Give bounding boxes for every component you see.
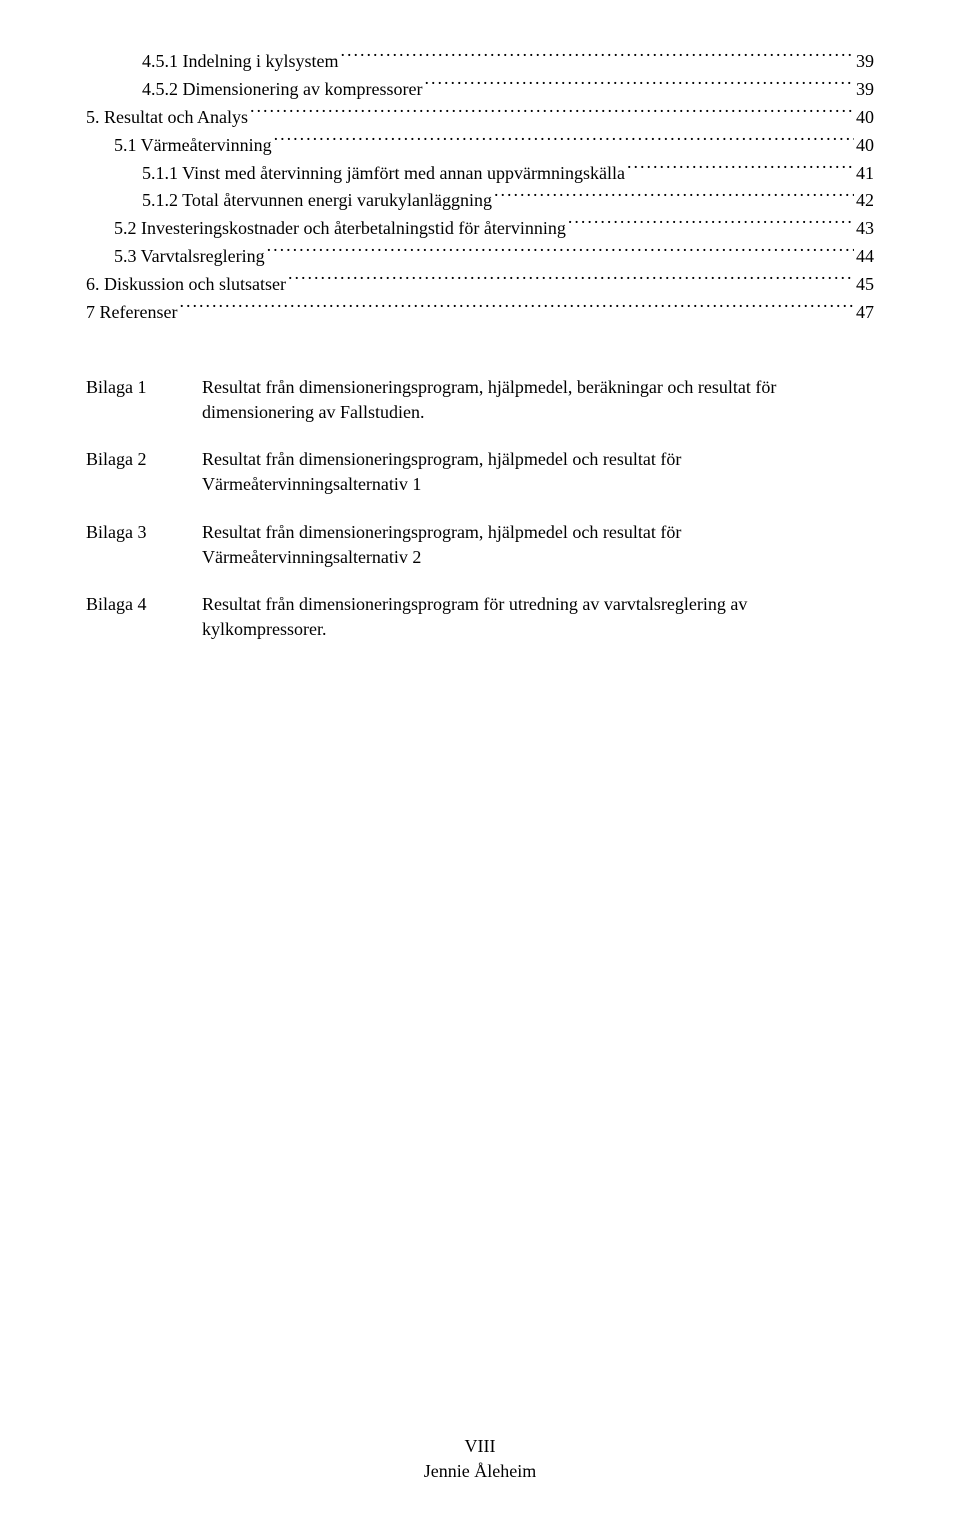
author-name: Jennie Åleheim (0, 1459, 960, 1483)
appendix-label: Bilaga 2 (86, 447, 202, 497)
toc-entry-text: 5.1 Värmeåtervinning (86, 132, 272, 160)
toc-entry-text: 5. Resultat och Analys (86, 104, 248, 132)
toc-entry-text: 7 Referenser (86, 299, 177, 327)
appendix-label: Bilaga 3 (86, 520, 202, 570)
toc-entry: 5. Resultat och Analys 40 (86, 104, 874, 132)
appendix-description: Resultat från dimensioneringsprogram för… (202, 592, 874, 642)
appendix-item: Bilaga 1 Resultat från dimensioneringspr… (86, 375, 874, 425)
toc-entry: 4.5.2 Dimensionering av kompressorer 39 (86, 76, 874, 104)
toc-entry: 5.2 Investeringskostnader och återbetaln… (86, 215, 874, 243)
appendix-item: Bilaga 2 Resultat från dimensioneringspr… (86, 447, 874, 497)
toc-leader (250, 105, 854, 123)
toc-entry: 7 Referenser 47 (86, 299, 874, 327)
appendix-item: Bilaga 3 Resultat från dimensioneringspr… (86, 520, 874, 570)
toc-entry-page: 43 (856, 215, 874, 243)
toc-entry-page: 39 (856, 48, 874, 76)
toc-leader (494, 188, 854, 206)
toc-entry: 5.3 Varvtalsreglering 44 (86, 243, 874, 271)
toc-leader (341, 49, 855, 67)
toc-leader (568, 216, 854, 234)
toc-leader (627, 161, 854, 179)
document-page: 4.5.1 Indelning i kylsystem 39 4.5.2 Dim… (0, 0, 960, 1515)
toc-entry-page: 45 (856, 271, 874, 299)
toc-entry: 4.5.1 Indelning i kylsystem 39 (86, 48, 874, 76)
toc-entry: 5.1.2 Total återvunnen energi varukylanl… (86, 187, 874, 215)
toc-entry-text: 5.2 Investeringskostnader och återbetaln… (86, 215, 566, 243)
appendix-label: Bilaga 4 (86, 592, 202, 642)
toc-leader (288, 272, 854, 290)
appendix-description: Resultat från dimensioneringsprogram, hj… (202, 375, 874, 425)
toc-entry-page: 39 (856, 76, 874, 104)
appendix-item: Bilaga 4 Resultat från dimensioneringspr… (86, 592, 874, 642)
toc-entry-page: 41 (856, 160, 874, 188)
toc-entry-page: 47 (856, 299, 874, 327)
appendix-label: Bilaga 1 (86, 375, 202, 425)
appendix-list: Bilaga 1 Resultat från dimensioneringspr… (86, 375, 874, 643)
page-number: VIII (0, 1434, 960, 1458)
toc-leader (267, 244, 854, 262)
toc-leader (424, 77, 854, 95)
toc-entry: 5.1 Värmeåtervinning 40 (86, 132, 874, 160)
toc-entry-text: 5.1.2 Total återvunnen energi varukylanl… (86, 187, 492, 215)
table-of-contents: 4.5.1 Indelning i kylsystem 39 4.5.2 Dim… (86, 48, 874, 327)
page-footer: VIII Jennie Åleheim (0, 1434, 960, 1483)
toc-entry: 6. Diskussion och slutsatser 45 (86, 271, 874, 299)
toc-entry-page: 44 (856, 243, 874, 271)
toc-entry-text: 5.1.1 Vinst med återvinning jämfört med … (86, 160, 625, 188)
toc-entry-page: 40 (856, 104, 874, 132)
toc-entry-text: 4.5.1 Indelning i kylsystem (86, 48, 339, 76)
toc-entry: 5.1.1 Vinst med återvinning jämfört med … (86, 160, 874, 188)
toc-entry-text: 4.5.2 Dimensionering av kompressorer (86, 76, 422, 104)
toc-leader (179, 300, 854, 318)
toc-entry-text: 5.3 Varvtalsreglering (86, 243, 265, 271)
toc-leader (274, 133, 854, 151)
toc-entry-text: 6. Diskussion och slutsatser (86, 271, 286, 299)
appendix-description: Resultat från dimensioneringsprogram, hj… (202, 520, 874, 570)
toc-entry-page: 42 (856, 187, 874, 215)
appendix-description: Resultat från dimensioneringsprogram, hj… (202, 447, 874, 497)
toc-entry-page: 40 (856, 132, 874, 160)
